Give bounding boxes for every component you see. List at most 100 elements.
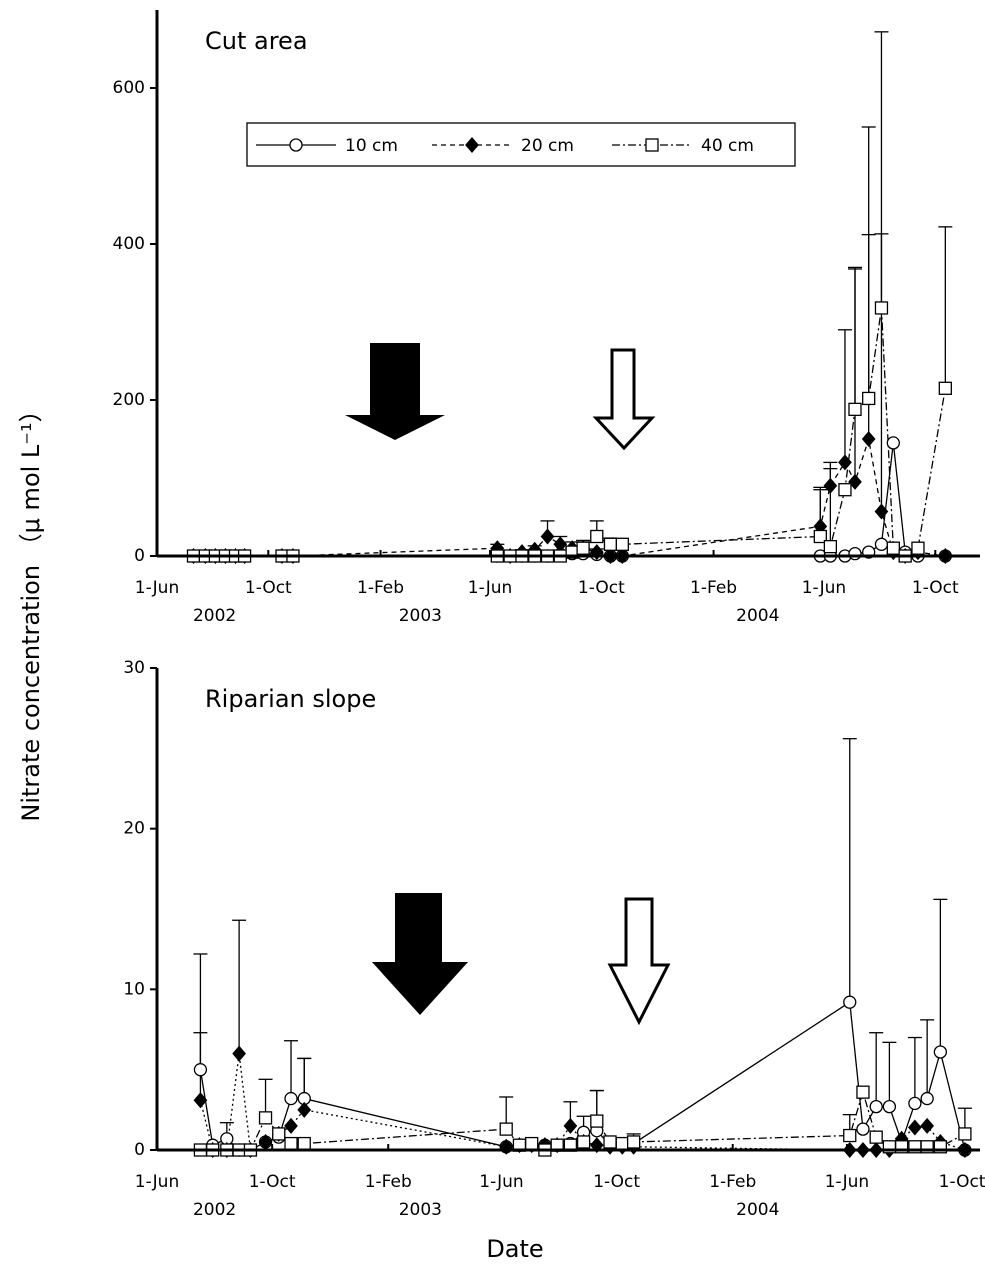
marker-square	[874, 301, 889, 315]
y-tick-label: 200	[113, 390, 145, 410]
marker-diamond	[563, 1117, 578, 1134]
legend-marker	[465, 137, 479, 153]
marker-square	[603, 537, 618, 551]
x-tick-label: 1-Feb	[357, 578, 404, 598]
marker-square	[843, 1128, 857, 1143]
marker-square	[590, 1114, 604, 1128]
panel-title: Riparian slope	[205, 685, 376, 713]
x-tick-label: 1-Oct	[593, 1172, 640, 1192]
x-tick-label: 1-Oct	[249, 1172, 296, 1192]
legend-label: 20 cm	[521, 136, 574, 156]
marker-circle	[843, 995, 857, 1009]
x-tick-label: 1-Feb	[690, 578, 737, 598]
x-tick-label: 1-Jun	[479, 1172, 523, 1192]
marker-diamond	[874, 503, 889, 520]
marker-square	[615, 1136, 629, 1151]
legend-marker	[645, 138, 659, 152]
x-tick-label: 1-Jun	[825, 1172, 869, 1192]
legend-label: 40 cm	[701, 136, 754, 156]
y-tick-label: 0	[134, 546, 145, 566]
marker-square	[499, 1122, 513, 1136]
marker-square	[958, 1127, 972, 1141]
y-tick-label: 600	[113, 78, 145, 98]
marker-diamond	[861, 431, 876, 447]
arrow-filled	[372, 893, 468, 1015]
marker-diamond	[823, 477, 838, 494]
marker-square	[525, 1136, 539, 1151]
marker-square	[272, 1127, 286, 1141]
x-tick-label: 1-Oct	[578, 578, 625, 598]
marker-circle	[193, 1063, 208, 1077]
legend-label: 10 cm	[345, 136, 398, 156]
x-tick-label: 1-Oct	[245, 578, 292, 598]
marker-square	[862, 391, 876, 406]
marker-square	[615, 537, 629, 551]
x-tick-label: 1-Feb	[709, 1172, 756, 1192]
x-tick-label: 1-Oct	[939, 1172, 985, 1192]
x-tick-label: 1-Jun	[135, 578, 179, 598]
marker-circle	[869, 1099, 883, 1114]
panel-title: Cut area	[205, 27, 308, 55]
marker-square	[856, 1085, 870, 1099]
y-tick-label: 400	[113, 234, 145, 254]
marker-circle	[908, 1096, 922, 1111]
marker-diamond	[848, 473, 862, 490]
marker-square	[848, 402, 862, 417]
x-tick-label: 1-Oct	[912, 578, 959, 598]
x-tick-label: 1-Feb	[365, 1172, 412, 1192]
marker-diamond	[920, 1117, 935, 1134]
marker-circle	[856, 1122, 870, 1136]
x-axis-label: Date	[486, 1235, 543, 1263]
year-label: 2004	[736, 1200, 779, 1220]
marker-circle	[882, 1099, 897, 1114]
marker-circle	[848, 547, 862, 561]
marker-diamond	[232, 1045, 246, 1062]
y-tick-label: 0	[134, 1140, 145, 1160]
marker-square	[823, 539, 838, 554]
marker-circle	[920, 1091, 934, 1106]
marker-square	[258, 1111, 273, 1125]
year-label: 2002	[193, 1200, 236, 1220]
marker-square	[576, 1135, 591, 1149]
arrow-open	[592, 348, 656, 451]
marker-diamond	[540, 528, 555, 545]
marker-circle	[874, 537, 889, 551]
arrow-filled	[345, 343, 445, 440]
legend-box	[246, 122, 796, 167]
marker-diamond	[908, 1119, 922, 1136]
marker-square	[938, 381, 952, 395]
marker-square	[603, 1135, 617, 1149]
marker-square	[626, 1135, 641, 1149]
marker-diamond	[297, 1101, 312, 1118]
legend-marker	[289, 138, 303, 152]
year-label: 2004	[736, 606, 779, 626]
marker-diamond	[193, 1092, 208, 1109]
marker-diamond	[284, 1117, 298, 1134]
y-tick-label: 10	[123, 979, 145, 999]
series-line	[193, 307, 946, 557]
marker-square	[838, 483, 852, 497]
marker-square	[911, 541, 925, 555]
marker-circle	[284, 1091, 298, 1106]
y-tick-label: 30	[123, 658, 145, 678]
marker-square	[813, 529, 827, 544]
marker-diamond	[838, 454, 852, 471]
marker-square	[590, 529, 604, 544]
y-axis-label: Nitrate concentration （μ mol L⁻¹）	[17, 398, 45, 821]
marker-square	[297, 1136, 311, 1151]
marker-circle	[933, 1045, 948, 1059]
marker-circle	[886, 436, 900, 450]
x-tick-label: 1-Jun	[468, 578, 512, 598]
x-tick-label: 1-Jun	[135, 1172, 179, 1192]
year-label: 2002	[193, 606, 236, 626]
marker-diamond	[553, 536, 568, 553]
y-tick-label: 20	[123, 819, 145, 839]
x-tick-label: 1-Jun	[802, 578, 846, 598]
arrow-open	[607, 897, 671, 1026]
marker-square	[869, 1130, 883, 1144]
year-label: 2003	[399, 606, 442, 626]
year-label: 2003	[399, 1200, 442, 1220]
marker-square	[886, 541, 900, 555]
marker-square	[576, 541, 590, 555]
